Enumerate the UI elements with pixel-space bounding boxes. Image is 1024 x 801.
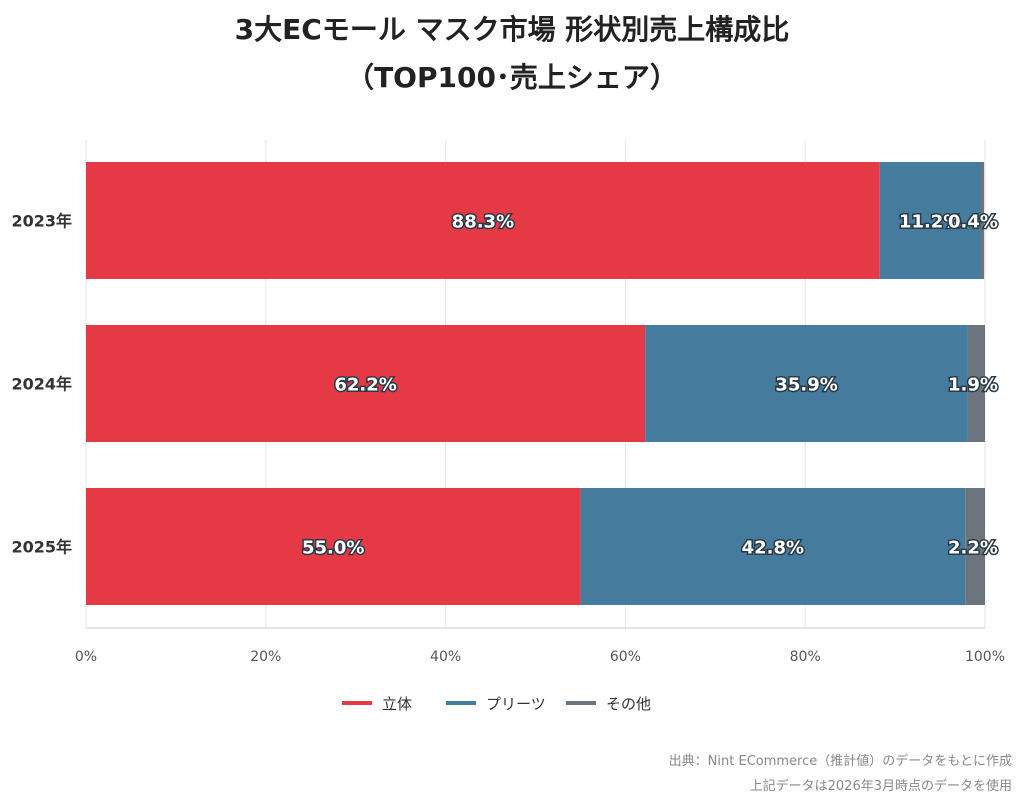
chart-title: 3大ECモール マスク市場 形状別売上構成比 bbox=[234, 13, 790, 46]
x-tick-label: 60% bbox=[610, 649, 641, 665]
data-label: 55.0% bbox=[302, 538, 364, 559]
data-label: 11.2% bbox=[899, 212, 961, 233]
bar-segment bbox=[86, 162, 880, 279]
x-tick-label: 20% bbox=[250, 649, 281, 665]
legend-label: 立体 bbox=[382, 695, 412, 713]
bar-segment bbox=[645, 325, 968, 442]
y-tick-label: 2025年 bbox=[11, 538, 72, 557]
chart-subtitle: （TOP100･売上シェア） bbox=[346, 61, 678, 94]
data-label: 0.4% bbox=[948, 212, 998, 233]
x-tick-label: 100% bbox=[965, 649, 1005, 665]
y-tick-label: 2024年 bbox=[11, 375, 72, 394]
data-label: 88.3% bbox=[452, 212, 514, 233]
bar-segment bbox=[580, 488, 966, 605]
data-date-note: 上記データは2026年3月時点のデータを使用 bbox=[749, 779, 1012, 794]
legend-label: プリーツ bbox=[486, 695, 546, 713]
x-tick-label: 0% bbox=[75, 649, 97, 665]
data-label: 2.2% bbox=[948, 538, 998, 559]
data-label: 1.9% bbox=[948, 375, 998, 396]
bar-segment bbox=[965, 488, 985, 605]
source-note: 出典：Nint ECommerce（推計値）のデータをもとに作成 bbox=[668, 754, 1012, 769]
data-label: 35.9% bbox=[775, 375, 837, 396]
bar-segment bbox=[980, 162, 985, 279]
legend-label: その他 bbox=[606, 695, 651, 713]
bar-segment bbox=[967, 325, 985, 442]
x-tick-label: 40% bbox=[430, 649, 461, 665]
bar-segment bbox=[86, 488, 581, 605]
bar-segment bbox=[879, 162, 981, 279]
bar-segment bbox=[86, 325, 646, 442]
y-tick-label: 2023年 bbox=[11, 212, 72, 231]
data-label: 62.2% bbox=[334, 375, 396, 396]
data-label: 42.8% bbox=[742, 538, 804, 559]
x-tick-label: 80% bbox=[790, 649, 821, 665]
